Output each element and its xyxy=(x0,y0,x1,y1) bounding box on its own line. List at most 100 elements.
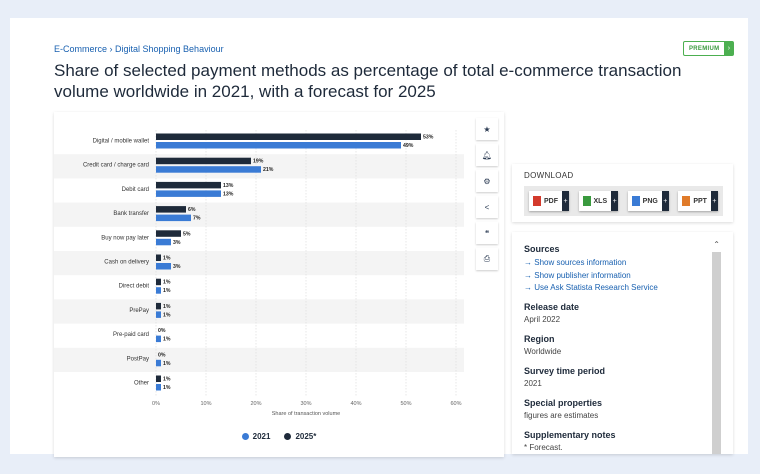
data-label-2021: 1% xyxy=(163,288,171,294)
data-label-2025: 6% xyxy=(188,207,196,213)
cite-quote-icon: ❝ xyxy=(484,228,490,238)
data-label-2021: 3% xyxy=(173,264,181,270)
survey-heading: Survey time period xyxy=(524,366,606,376)
bar-2021 xyxy=(156,190,221,197)
category-label: PostPay xyxy=(127,356,149,362)
print-button[interactable]: ⎙ xyxy=(476,248,498,270)
legend-dot-2025 xyxy=(284,433,292,440)
premium-arrow-icon: › xyxy=(724,42,734,55)
premium-badge[interactable]: PREMIUM › xyxy=(683,41,735,56)
chart-panel: 0% 10% 20% 30% 40% 50% 60% Share of transaction… xyxy=(54,112,504,457)
category-label: Cash on delivery xyxy=(104,260,149,266)
bar-2021 xyxy=(156,214,191,222)
bar-2021 xyxy=(156,263,171,270)
data-label-2025: 13% xyxy=(223,183,234,189)
bar-2025 xyxy=(156,133,421,140)
xls-plus-icon: + xyxy=(611,191,619,211)
xls-label: XLS xyxy=(593,197,608,205)
bar-2025 xyxy=(156,375,161,382)
legend-dot-2021 xyxy=(241,433,249,440)
png-plus-icon: + xyxy=(661,191,669,211)
release-section: Release date April 2022 xyxy=(524,302,579,324)
share-icon: < xyxy=(484,202,490,212)
download-buttons: PDF + XLS + PNG + PPT + xyxy=(524,186,723,216)
pdf-file-icon xyxy=(533,196,541,206)
data-label-2025: 1% xyxy=(163,377,171,383)
show-publisher-link[interactable]: → Show publisher information xyxy=(524,270,658,283)
ask-statista-link[interactable]: → Use Ask Statista Research Service xyxy=(524,282,658,295)
special-value: figures are estimates xyxy=(524,411,599,420)
category-label: Credit card / charge card xyxy=(83,163,149,169)
pdf-label: PDF xyxy=(544,197,558,205)
download-png-button[interactable]: PNG + xyxy=(627,191,669,211)
settings-button[interactable]: ⚙ xyxy=(476,170,498,192)
bar-2021 xyxy=(156,359,161,367)
data-label-2021: 21% xyxy=(263,167,274,173)
chart-toolbar: ★ 🔔︎ ⚙ < ❝ ⎙ xyxy=(476,118,498,274)
cite-button[interactable]: ❝ xyxy=(476,222,498,244)
data-label-2025: 1% xyxy=(163,304,171,310)
category-label: Buy now pay later xyxy=(101,235,149,241)
download-pdf-button[interactable]: PDF + xyxy=(529,191,569,211)
category-label: Other xyxy=(134,381,149,387)
sources-heading: Sources xyxy=(524,244,560,254)
category-label: Pre-paid card xyxy=(113,332,149,338)
data-label-2021: 13% xyxy=(223,191,234,197)
legend-item-2025[interactable]: 2025* xyxy=(284,432,316,441)
row-shade xyxy=(54,347,464,372)
share-button[interactable]: < xyxy=(476,196,498,218)
x-tick-label: 0% xyxy=(152,401,160,407)
notification-button[interactable]: 🔔︎ xyxy=(476,144,498,166)
download-ppt-button[interactable]: PPT + xyxy=(678,191,718,211)
special-heading: Special properties xyxy=(524,398,603,408)
legend-label-2025: 2025* xyxy=(295,432,317,441)
download-xls-button[interactable]: XLS + xyxy=(578,191,619,211)
legend-label-2021: 2021 xyxy=(252,432,271,441)
bar-2021 xyxy=(156,166,261,173)
arrow-right-icon: → xyxy=(524,270,532,280)
page-title: Share of selected payment methods as per… xyxy=(54,61,682,101)
region-section: Region Worldwide xyxy=(524,334,561,356)
favorite-button[interactable]: ★ xyxy=(476,118,498,140)
bar-2025 xyxy=(156,302,161,310)
bar-2025 xyxy=(156,254,161,261)
data-label-2025: 19% xyxy=(253,159,264,165)
breadcrumb[interactable]: E-Commerce › Digital Shopping Behaviour xyxy=(54,44,224,54)
row-shade xyxy=(54,299,464,324)
bar-2025 xyxy=(156,230,181,237)
scroll-up-icon[interactable]: ⌃ xyxy=(713,240,720,249)
print-icon: ⎙ xyxy=(483,254,491,263)
data-label-2025: 53% xyxy=(423,135,434,141)
xls-file-icon xyxy=(582,196,591,206)
category-label: Direct debit xyxy=(119,284,150,290)
x-tick-label: 10% xyxy=(200,401,211,407)
category-label: PrePay xyxy=(129,308,149,314)
info-panel: ⌃ Sources → Show sources information → S… xyxy=(512,232,733,454)
ppt-plus-icon: + xyxy=(710,191,718,211)
bar-2025 xyxy=(156,278,161,286)
notes-heading: Supplementary notes xyxy=(524,430,616,440)
x-tick-label: 50% xyxy=(400,401,411,407)
bar-2021 xyxy=(156,238,171,246)
bar-2025 xyxy=(156,181,221,189)
data-label-2021: 7% xyxy=(193,216,201,222)
show-sources-link[interactable]: → Show sources information xyxy=(524,257,658,270)
ppt-label: PPT xyxy=(693,197,707,205)
scrollbar[interactable] xyxy=(712,252,721,454)
bar-2021 xyxy=(156,311,161,318)
data-label-2021: 1% xyxy=(163,312,171,318)
favorite-star-icon: ★ xyxy=(483,124,491,134)
x-tick-label: 40% xyxy=(350,401,361,407)
bar-2021 xyxy=(156,335,161,343)
row-shade xyxy=(54,202,464,227)
ppt-file-icon xyxy=(682,196,691,206)
data-label-2025: 0% xyxy=(158,352,166,358)
arrow-right-icon: → xyxy=(524,283,532,292)
x-axis-title: Share of transaction volume xyxy=(272,411,340,417)
legend-item-2021[interactable]: 2021 xyxy=(241,432,271,441)
sources-section: Sources → Show sources information → Sho… xyxy=(524,244,658,295)
link-label: Show publisher information xyxy=(534,270,631,280)
region-heading: Region xyxy=(524,334,555,344)
chart-legend: 2021 2025* xyxy=(54,432,504,441)
settings-gear-icon: ⚙ xyxy=(483,176,491,186)
